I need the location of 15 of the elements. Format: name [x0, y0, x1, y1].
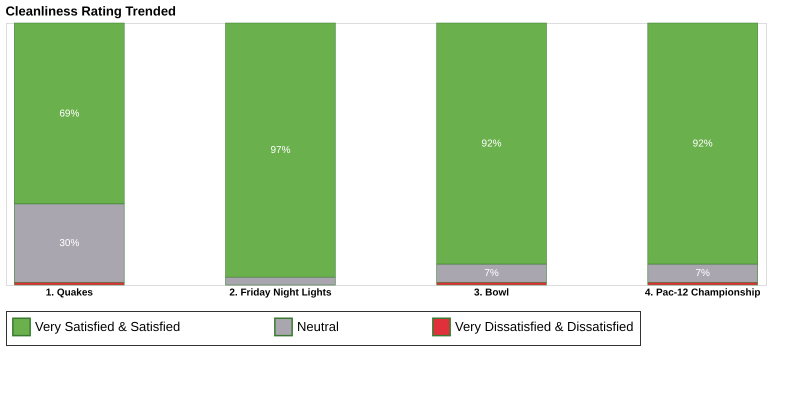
x-tick-label: 2. Friday Night Lights: [229, 288, 332, 298]
legend-label: Very Satisfied & Satisfied: [35, 318, 180, 334]
chart-title: Cleanliness Rating Trended: [6, 4, 176, 19]
x-tick-label: 4. Pac-12 Championship: [644, 288, 760, 298]
x-tick-label: 3. Bowl: [474, 288, 510, 298]
data-label: 92%: [482, 138, 502, 150]
data-label: 30%: [59, 238, 80, 250]
data-label: 7%: [484, 268, 499, 280]
data-label: 7%: [695, 268, 710, 280]
data-label: 69%: [59, 108, 80, 120]
data-label: 97%: [270, 145, 291, 156]
data-label: 92%: [692, 138, 713, 150]
x-tick-label: 1. Quakes: [46, 288, 94, 298]
legend-label: Neutral: [297, 318, 340, 334]
legend-label: Very Dissatisfied & Dissatisfied: [455, 318, 634, 334]
